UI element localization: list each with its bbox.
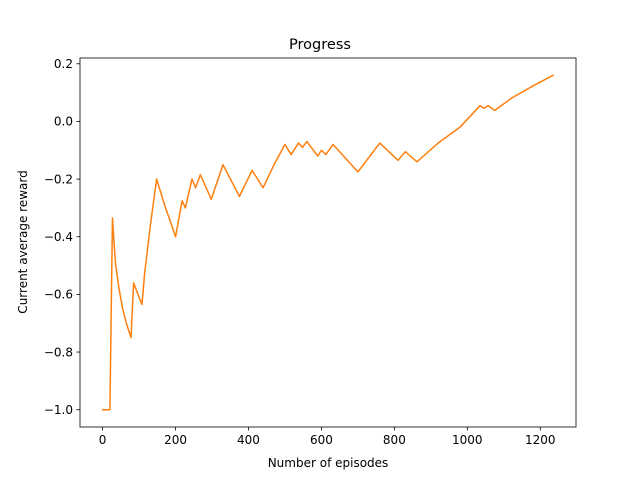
x-tick-label: 200 xyxy=(164,433,187,447)
axes-frame xyxy=(79,57,577,428)
x-tick-label: 800 xyxy=(383,433,406,447)
y-tick-label: 0.2 xyxy=(54,57,73,71)
x-tick-label: 1200 xyxy=(525,433,556,447)
y-axis-label: Current average reward xyxy=(16,170,30,313)
chart-title: Progress xyxy=(289,37,351,53)
y-tick-label: 0.0 xyxy=(54,115,73,129)
x-tick-label: 1000 xyxy=(452,433,483,447)
x-tick-label: 600 xyxy=(310,433,333,447)
series-line-0 xyxy=(101,74,555,411)
y-tick-label: −0.6 xyxy=(44,288,73,302)
plot-area xyxy=(79,57,577,428)
y-axis-ticks: −1.0 −0.8 −0.6 −0.4 −0.2 0.0 0.2 xyxy=(44,57,80,417)
y-tick-label: −0.8 xyxy=(44,345,73,359)
y-tick-label: −0.4 xyxy=(44,230,73,244)
x-axis-label: Number of episodes xyxy=(268,456,389,470)
x-tick-label: 0 xyxy=(99,433,107,447)
x-tick-label: 400 xyxy=(237,433,260,447)
y-tick-label: −1.0 xyxy=(44,403,73,417)
x-axis-ticks: 0 200 400 600 800 1000 1200 xyxy=(99,427,556,447)
y-tick-label: −0.2 xyxy=(44,172,73,186)
